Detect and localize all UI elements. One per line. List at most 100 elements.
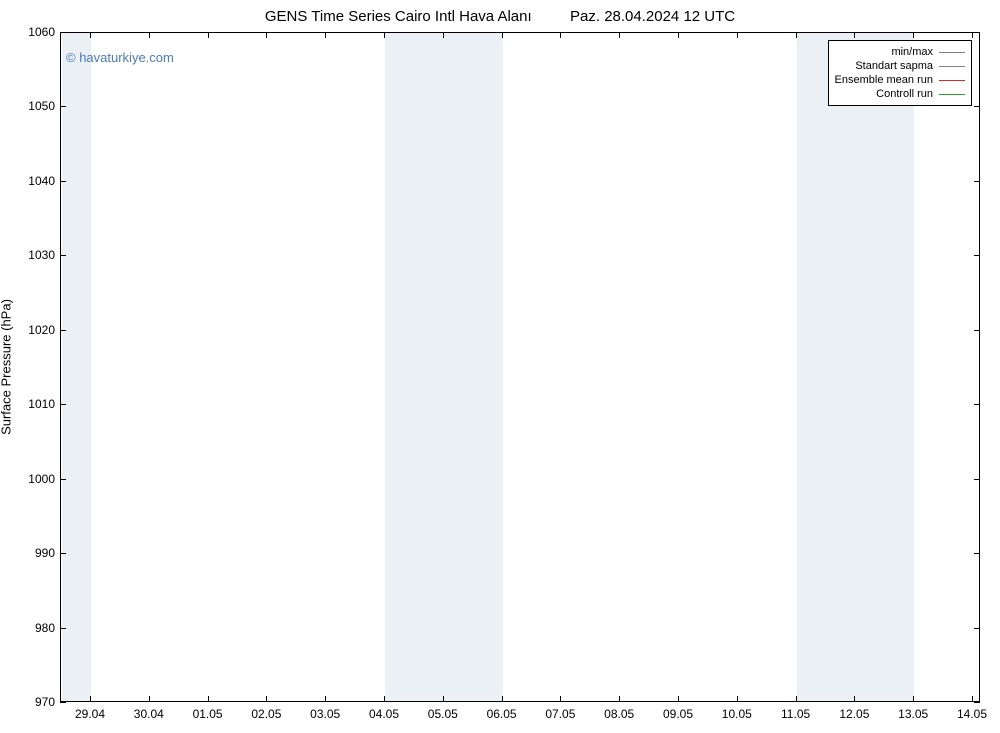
legend-label: Ensemble mean run [835, 73, 933, 87]
y-tick-mark [60, 181, 66, 182]
title-location: Cairo Intl Hava Alanı [395, 8, 532, 25]
y-tick-mark [60, 330, 66, 331]
x-tick-mark [619, 696, 620, 702]
y-tick-mark [60, 32, 66, 33]
y-tick-mark [974, 553, 980, 554]
x-tick-mark [208, 32, 209, 38]
x-tick-mark [972, 696, 973, 702]
y-tick-mark [60, 553, 66, 554]
x-tick-mark [560, 32, 561, 38]
y-tick-label: 1000 [28, 472, 55, 486]
y-tick-mark [60, 404, 66, 405]
x-tick-mark [325, 32, 326, 38]
x-tick-label: 13.05 [898, 707, 928, 721]
legend-swatch [939, 52, 965, 53]
y-tick-label: 980 [35, 621, 55, 635]
legend-item: Ensemble mean run [835, 73, 965, 87]
y-tick-mark [974, 181, 980, 182]
y-tick-mark [974, 479, 980, 480]
x-tick-label: 11.05 [781, 707, 810, 721]
weekend-band [62, 33, 91, 701]
y-tick-label: 1030 [28, 248, 55, 262]
x-tick-mark [443, 696, 444, 702]
y-tick-label: 1040 [28, 174, 55, 188]
y-tick-label: 990 [35, 546, 55, 560]
x-tick-mark [325, 696, 326, 702]
y-tick-mark [60, 106, 66, 107]
x-tick-mark [737, 696, 738, 702]
x-tick-label: 14.05 [957, 707, 987, 721]
x-tick-label: 08.05 [604, 707, 634, 721]
y-tick-label: 970 [35, 695, 55, 709]
y-tick-mark [974, 330, 980, 331]
x-tick-label: 01.05 [193, 707, 223, 721]
y-tick-mark [974, 32, 980, 33]
x-tick-mark [208, 696, 209, 702]
x-tick-mark [502, 32, 503, 38]
legend-label: min/max [835, 45, 933, 59]
title-prefix: GENS Time Series [265, 8, 391, 25]
x-tick-label: 12.05 [839, 707, 869, 721]
x-tick-label: 04.05 [369, 707, 399, 721]
pressure-chart: GENS Time Series Cairo Intl Hava Alanı P… [0, 0, 1000, 733]
y-tick-mark [974, 628, 980, 629]
x-tick-mark [384, 32, 385, 38]
y-axis-label: Surface Pressure (hPa) [0, 299, 14, 435]
x-tick-mark [502, 696, 503, 702]
x-tick-mark [854, 696, 855, 702]
x-tick-mark [90, 32, 91, 38]
x-tick-mark [972, 32, 973, 38]
weekend-band [385, 33, 503, 701]
x-tick-label: 05.05 [428, 707, 458, 721]
x-tick-label: 09.05 [663, 707, 693, 721]
x-tick-label: 06.05 [487, 707, 517, 721]
y-tick-label: 1050 [28, 99, 55, 113]
y-tick-mark [974, 255, 980, 256]
y-tick-mark [60, 702, 66, 703]
x-tick-mark [560, 696, 561, 702]
y-tick-label: 1020 [28, 323, 55, 337]
x-tick-mark [854, 32, 855, 38]
x-tick-mark [737, 32, 738, 38]
x-tick-mark [913, 32, 914, 38]
legend-swatch [939, 80, 965, 81]
legend-item: min/max [835, 45, 965, 59]
legend-swatch [939, 94, 965, 95]
x-tick-mark [443, 32, 444, 38]
y-tick-mark [60, 479, 66, 480]
watermark: © havaturkiye.com [66, 50, 174, 65]
y-tick-mark [60, 255, 66, 256]
x-tick-mark [384, 696, 385, 702]
y-tick-label: 1010 [28, 397, 55, 411]
weekend-band [797, 33, 915, 701]
title-datetime: Paz. 28.04.2024 12 UTC [570, 8, 735, 25]
x-tick-mark [149, 32, 150, 38]
x-tick-mark [90, 696, 91, 702]
x-tick-label: 03.05 [310, 707, 340, 721]
x-tick-label: 10.05 [722, 707, 752, 721]
x-tick-label: 07.05 [545, 707, 575, 721]
chart-title: GENS Time Series Cairo Intl Hava Alanı P… [0, 8, 1000, 25]
y-tick-mark [974, 106, 980, 107]
x-tick-mark [913, 696, 914, 702]
x-tick-mark [266, 32, 267, 38]
plot-area [60, 32, 980, 702]
x-tick-label: 30.04 [134, 707, 164, 721]
x-tick-mark [796, 696, 797, 702]
legend-item: Standart sapma [835, 59, 965, 73]
legend: min/maxStandart sapmaEnsemble mean runCo… [828, 40, 972, 106]
y-tick-mark [974, 702, 980, 703]
x-tick-label: 29.04 [75, 707, 105, 721]
y-tick-mark [60, 628, 66, 629]
x-tick-label: 02.05 [251, 707, 281, 721]
x-tick-mark [619, 32, 620, 38]
legend-swatch [939, 66, 965, 67]
x-tick-mark [266, 696, 267, 702]
legend-label: Standart sapma [835, 59, 933, 73]
legend-item: Controll run [835, 87, 965, 101]
y-tick-label: 1060 [28, 25, 55, 39]
x-tick-mark [678, 696, 679, 702]
y-tick-mark [974, 404, 980, 405]
legend-label: Controll run [835, 87, 933, 101]
x-tick-mark [796, 32, 797, 38]
